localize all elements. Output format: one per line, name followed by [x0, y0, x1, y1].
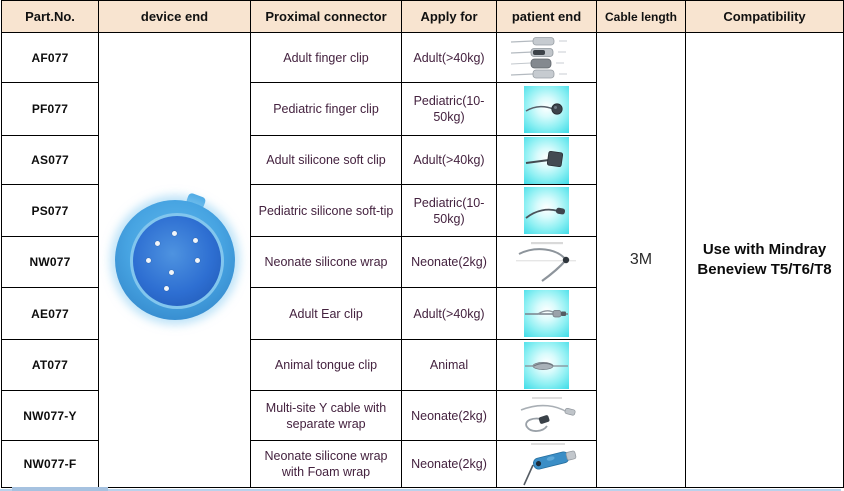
neonate-foam-wrap-photo: [499, 442, 594, 487]
table-row: AT077 Animal tongue clip Animal: [1, 339, 844, 391]
connector-pin: [168, 270, 174, 275]
patient-end-cell: [496, 440, 597, 488]
table-row: PS077 Pediatric silicone soft-tip Pediat…: [1, 184, 844, 237]
table-continuation-fragment: [12, 487, 108, 491]
patient-end-cell: [496, 287, 597, 340]
part-no-cell: PS077: [1, 184, 99, 237]
table-row: NW077 Neonate silicone wrap Neonate(2kg): [1, 236, 844, 288]
col-header-proximal-connector: Proximal connector: [250, 0, 402, 33]
connector-pin: [163, 286, 169, 291]
apply-for-cell: Neonate(2kg): [401, 440, 497, 488]
col-header-device-end: device end: [98, 0, 251, 33]
compatibility-cell: Use with Mindray Beneview T5/T6/T8: [685, 32, 844, 488]
patient-end-cell: [496, 339, 597, 391]
apply-for-cell: Pediatric(10-50kg): [401, 82, 497, 136]
adult-finger-clips-photo: [499, 35, 594, 81]
patient-end-cell: [496, 32, 597, 83]
patient-end-cell: [496, 236, 597, 288]
connector-pin: [171, 231, 177, 236]
col-header-part-no: Part.No.: [1, 0, 99, 33]
apply-for-cell: Pediatric(10-50kg): [401, 184, 497, 237]
connector-pin: [194, 258, 200, 263]
proximal-connector-cell: Adult finger clip: [250, 32, 402, 83]
table-row: AF077 Adult finger clip Adult(>40kg): [1, 32, 844, 488]
col-header-apply-for: Apply for: [401, 0, 497, 33]
adult-silicone-soft-clip-photo: [524, 136, 569, 184]
apply-for-cell: Neonate(2kg): [401, 390, 497, 441]
pediatric-silicone-soft-tip-photo: [524, 187, 569, 234]
proximal-connector-cell: Neonate silicone wrap: [250, 236, 402, 288]
connector-pin: [145, 258, 151, 263]
connector-pin: [192, 238, 198, 243]
proximal-connector-cell: Neonate silicone wrap with Foam wrap: [250, 440, 402, 488]
proximal-connector-cell: Pediatric finger clip: [250, 82, 402, 136]
col-header-patient-end: patient end: [496, 0, 597, 33]
connector-pin: [154, 241, 160, 246]
table-continuation-line: [0, 489, 841, 491]
proximal-connector-cell: Multi-site Y cable with separate wrap: [250, 390, 402, 441]
animal-tongue-clip-photo: [524, 341, 569, 389]
pediatric-finger-sensor-photo: [524, 85, 569, 133]
device-end-cell: [98, 32, 251, 488]
proximal-connector-cell: Pediatric silicone soft-tip: [250, 184, 402, 237]
cable-length-cell: 3M: [596, 32, 686, 488]
part-no-cell: NW077-Y: [1, 390, 99, 441]
apply-for-cell: Adult(>40kg): [401, 287, 497, 340]
adult-ear-clip-photo: [524, 290, 569, 337]
part-no-cell: AF077: [1, 32, 99, 83]
table-row: AE077 Adult Ear clip Adult(>40kg): [1, 287, 844, 340]
part-no-cell: NW077: [1, 236, 99, 288]
header-row: Part.No. device end Proximal connector A…: [1, 0, 844, 33]
part-no-cell: AE077: [1, 287, 99, 340]
col-header-compatibility: Compatibility: [685, 0, 844, 33]
apply-for-cell: Neonate(2kg): [401, 236, 497, 288]
patient-end-cell: [496, 390, 597, 441]
table-row: AS077 Adult silicone soft clip Adult(>40…: [1, 135, 844, 185]
part-no-cell: AT077: [1, 339, 99, 391]
table-row: PF077 Pediatric finger clip Pediatric(10…: [1, 82, 844, 136]
multi-site-y-cable-photo: [499, 393, 594, 439]
blue-spo2-round-connector-photo: [114, 192, 235, 320]
patient-end-cell: [496, 184, 597, 237]
part-no-cell: NW077-F: [1, 440, 99, 488]
connector-inner-socket: [129, 213, 224, 309]
patient-end-cell: [496, 82, 597, 136]
col-header-cable-length: Cable length: [596, 0, 686, 33]
table-row: NW077-F Neonate silicone wrap with Foam …: [1, 440, 844, 488]
apply-for-cell: Animal: [401, 339, 497, 391]
proximal-connector-cell: Adult Ear clip: [250, 287, 402, 340]
patient-end-cell: [496, 135, 597, 185]
proximal-connector-cell: Animal tongue clip: [250, 339, 402, 391]
table-row: NW077-Y Multi-site Y cable with separate…: [1, 390, 844, 441]
neonate-silicone-wrap-photo: [499, 239, 594, 285]
apply-for-cell: Adult(>40kg): [401, 32, 497, 83]
part-no-cell: AS077: [1, 135, 99, 185]
apply-for-cell: Adult(>40kg): [401, 135, 497, 185]
part-no-cell: PF077: [1, 82, 99, 136]
proximal-connector-cell: Adult silicone soft clip: [250, 135, 402, 185]
